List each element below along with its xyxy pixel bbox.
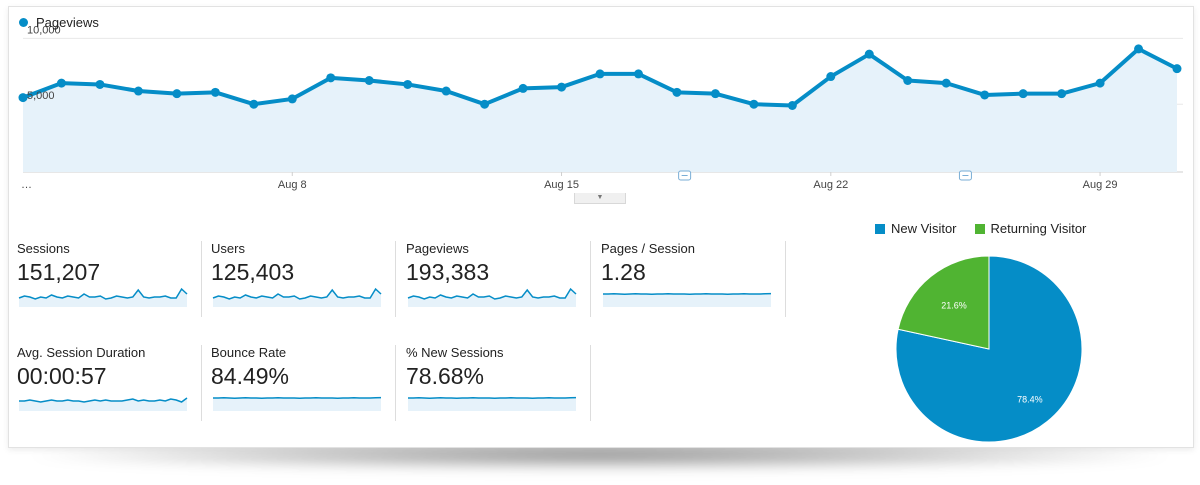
pageviews-point[interactable]: [326, 73, 336, 83]
sparkline-bounce-rate: [213, 396, 382, 411]
legend-swatch: [974, 223, 985, 234]
metric-value: 151,207: [17, 259, 101, 285]
pageviews-legend-dot: [19, 18, 28, 27]
metric-value: 78.68%: [406, 363, 485, 389]
metric-label: Avg. Session Duration: [17, 345, 146, 360]
metric-label: Sessions: [17, 241, 70, 256]
analytics-card: 10,000 5,000 … Aug 8 Aug 15 Aug 22 Aug 29 Page…: [8, 6, 1194, 448]
pageviews-point[interactable]: [633, 69, 643, 79]
pageviews-point[interactable]: [1172, 64, 1182, 74]
pageviews-point[interactable]: [56, 78, 66, 88]
metric-value: 193,383: [406, 259, 490, 285]
pageviews-point[interactable]: [595, 69, 605, 79]
pageviews-point[interactable]: [672, 87, 682, 97]
pageviews-point[interactable]: [1057, 89, 1067, 99]
sparkline-line: [603, 292, 772, 295]
sparkline-area: [408, 397, 576, 411]
sparkline-area: [213, 397, 381, 411]
pageviews-area: [23, 48, 1177, 172]
metric-sessions[interactable]: Sessions 151,207: [17, 241, 202, 317]
pageviews-point[interactable]: [903, 75, 913, 85]
pageviews-point[interactable]: [941, 78, 951, 88]
pie-slice-label: 21.6%: [941, 301, 967, 311]
legend-item-returning-visitor[interactable]: Returning Visitor: [974, 221, 1087, 236]
pageviews-point[interactable]: [480, 99, 490, 109]
legend-label: Returning Visitor: [990, 221, 1087, 236]
legend-swatch: [875, 223, 885, 234]
pageviews-point[interactable]: [826, 72, 836, 82]
sparkline-pages-per-session: [603, 292, 772, 307]
pageviews-point[interactable]: [1134, 44, 1144, 54]
pageviews-point[interactable]: [557, 82, 567, 92]
pageviews-point[interactable]: [787, 101, 797, 111]
y-tick-label: 5,000: [27, 90, 55, 102]
metric-users[interactable]: Users 125,403: [211, 241, 396, 317]
annotation-marker-icon[interactable]: [958, 170, 972, 181]
visitor-type-pie-chart: 78.4% 21.6%: [895, 255, 1083, 443]
pageviews-point[interactable]: [1018, 89, 1028, 99]
pageviews-point[interactable]: [1095, 78, 1105, 88]
pageviews-point[interactable]: [95, 79, 105, 89]
metric-new-sessions[interactable]: % New Sessions 78.68%: [406, 345, 591, 421]
metric-label: Pageviews: [406, 241, 469, 256]
pageviews-point[interactable]: [441, 86, 451, 96]
pageviews-point[interactable]: [518, 83, 528, 93]
sparkline-line: [212, 287, 382, 300]
metric-label: % New Sessions: [406, 345, 504, 360]
pageviews-point[interactable]: [18, 93, 28, 103]
pageviews-chart: 10,000 5,000 … Aug 8 Aug 15 Aug 22 Aug 29: [18, 24, 1183, 191]
metric-avg-session-duration[interactable]: Avg. Session Duration 00:00:57: [17, 345, 202, 421]
pageviews-point[interactable]: [210, 87, 220, 97]
pageviews-legend-label: Pageviews: [36, 15, 99, 30]
legend-item-new-visitor[interactable]: New Visitor: [875, 221, 957, 236]
metric-bounce-rate[interactable]: Bounce Rate 84.49%: [211, 345, 396, 421]
collapse-chart-toggle[interactable]: ▼: [574, 193, 626, 204]
pageviews-point[interactable]: [364, 75, 374, 85]
pageviews-point[interactable]: [710, 89, 720, 99]
metric-value: 125,403: [211, 259, 295, 285]
x-tick-label: Aug 8: [278, 179, 307, 191]
metric-value: 84.49%: [211, 363, 290, 389]
sparkline-new-sessions: [408, 396, 577, 411]
metric-label: Users: [211, 241, 245, 256]
sparkline-pageviews: [407, 287, 577, 307]
pageviews-point[interactable]: [403, 79, 413, 89]
y-tick-label: 10,000: [27, 24, 61, 36]
pageviews-legend[interactable]: Pageviews: [19, 15, 99, 30]
sparkline-avg-session-duration: [19, 397, 188, 411]
metric-pages-per-session[interactable]: Pages / Session 1.28: [601, 241, 786, 317]
sparkline-line: [213, 396, 382, 399]
sparkline-line: [408, 396, 577, 399]
pageviews-point[interactable]: [249, 99, 259, 109]
sparkline-area: [603, 293, 771, 307]
sparkline-line: [18, 287, 188, 300]
metric-value: 1.28: [601, 259, 646, 285]
metric-label: Bounce Rate: [211, 345, 287, 360]
pageviews-point[interactable]: [749, 99, 759, 109]
x-tick-label: Aug 22: [813, 179, 848, 191]
annotation-marker-icon[interactable]: [678, 170, 692, 181]
legend-label: New Visitor: [891, 221, 957, 236]
pageviews-point[interactable]: [133, 86, 143, 96]
sparkline-users: [212, 287, 382, 307]
x-tick-label: Aug 15: [544, 179, 579, 191]
pie-slice-label: 78.4%: [1017, 395, 1043, 405]
sparkline-sessions: [18, 287, 188, 307]
x-start-label: …: [21, 179, 32, 191]
visitor-type-legend: New Visitor Returning Visitor: [875, 221, 1086, 236]
pageviews-point[interactable]: [980, 90, 990, 100]
metric-pageviews[interactable]: Pageviews 193,383: [406, 241, 591, 317]
pageviews-point[interactable]: [864, 49, 874, 59]
sparkline-line: [19, 397, 188, 403]
pie-slice-returning-visitor[interactable]: [897, 255, 990, 350]
pageviews-point[interactable]: [287, 94, 297, 104]
sparkline-line: [407, 287, 577, 300]
x-tick-label: Aug 29: [1083, 179, 1118, 191]
pageviews-point[interactable]: [172, 89, 182, 99]
metric-value: 00:00:57: [17, 363, 107, 389]
metric-label: Pages / Session: [601, 241, 695, 256]
